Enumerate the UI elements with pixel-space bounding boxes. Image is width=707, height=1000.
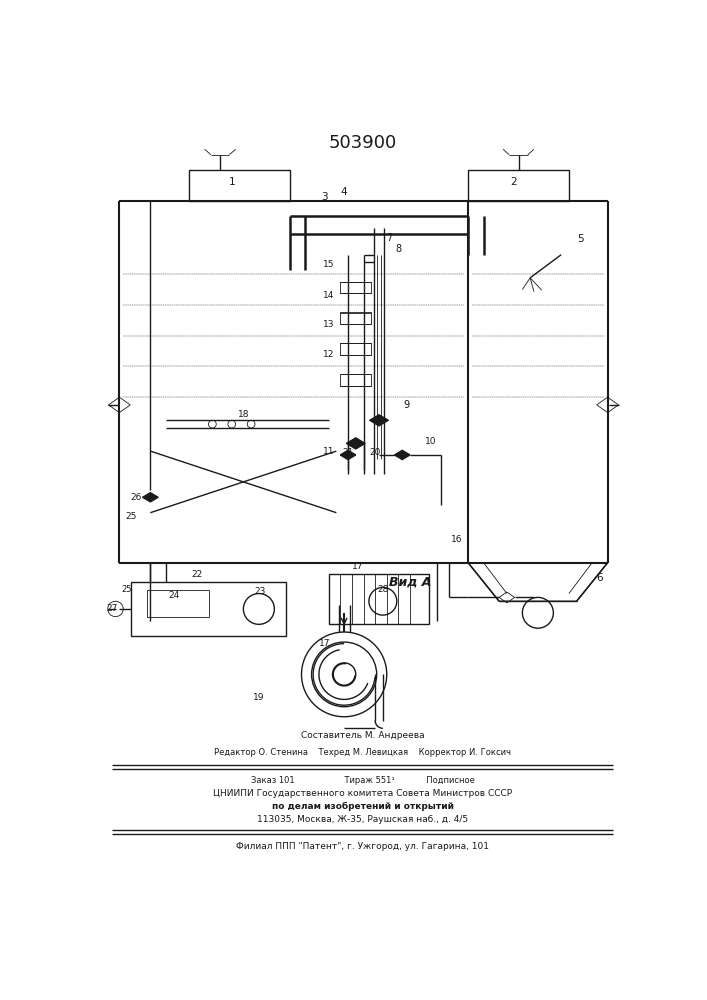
Text: 503900: 503900	[329, 134, 397, 152]
Text: 12: 12	[323, 350, 334, 359]
Polygon shape	[346, 438, 365, 443]
Text: 4: 4	[341, 187, 347, 197]
Text: 15: 15	[323, 260, 334, 269]
Bar	[340, 374, 371, 386]
Text: 20: 20	[370, 448, 381, 457]
Text: 18: 18	[238, 410, 249, 419]
Polygon shape	[395, 455, 410, 460]
Text: 14: 14	[323, 291, 334, 300]
Text: Редактор О. Стенина    Техред М. Левицкая    Корректор И. Гоксич: Редактор О. Стенина Техред М. Левицкая К…	[214, 748, 511, 757]
Polygon shape	[340, 455, 356, 460]
Text: 7: 7	[386, 233, 392, 243]
Text: 16: 16	[451, 535, 462, 544]
Text: Заказ 101                   Тираж 551¹            Подписное: Заказ 101 Тираж 551¹ Подписное	[251, 776, 474, 785]
Text: по делам изобретений и открытий: по делам изобретений и открытий	[271, 802, 454, 811]
Bar	[329, 574, 429, 624]
Text: 24: 24	[168, 591, 180, 600]
Text: 26: 26	[131, 493, 142, 502]
Text: 25: 25	[122, 585, 132, 594]
Text: 6: 6	[597, 573, 603, 583]
Bar	[340, 312, 371, 324]
Text: 5: 5	[577, 234, 584, 244]
Text: 27: 27	[106, 604, 117, 613]
Bar	[131, 582, 286, 636]
Text: 28: 28	[378, 585, 389, 594]
Text: 2: 2	[510, 177, 516, 187]
Text: 17: 17	[319, 639, 330, 648]
Polygon shape	[143, 493, 158, 497]
Text: 8: 8	[395, 244, 402, 254]
Text: 13: 13	[323, 320, 334, 329]
Text: Вид А: Вид А	[389, 576, 431, 588]
Text: Составитель М. Андреева: Составитель М. Андреева	[301, 732, 424, 740]
Text: Филиал ППП "Патент", г. Ужгород, ул. Гагарина, 101: Филиал ППП "Патент", г. Ужгород, ул. Гаг…	[236, 842, 489, 851]
Polygon shape	[143, 497, 158, 502]
Text: 1: 1	[228, 177, 235, 187]
Bar	[340, 282, 371, 293]
Polygon shape	[370, 420, 388, 426]
Polygon shape	[395, 450, 410, 455]
Text: 11: 11	[323, 447, 334, 456]
Polygon shape	[346, 443, 365, 449]
Text: 3: 3	[322, 192, 328, 202]
Bar	[146, 590, 209, 617]
Text: 10: 10	[425, 437, 437, 446]
Bar	[340, 343, 371, 355]
Text: 113035, Москва, Ж-35, Раушская наб., д. 4/5: 113035, Москва, Ж-35, Раушская наб., д. …	[257, 815, 468, 824]
Bar	[189, 170, 290, 201]
Polygon shape	[340, 450, 356, 455]
Text: 19: 19	[253, 693, 264, 702]
Text: 21: 21	[342, 448, 354, 457]
Text: ЦНИИПИ Государственного комитета Совета Министров СССР: ЦНИИПИ Государственного комитета Совета …	[214, 789, 513, 798]
Polygon shape	[370, 415, 388, 420]
Text: 22: 22	[192, 570, 202, 579]
Text: 23: 23	[255, 587, 266, 596]
Text: 25: 25	[125, 512, 136, 521]
Text: 9: 9	[403, 400, 409, 410]
Bar	[468, 170, 569, 201]
Text: 17: 17	[351, 562, 363, 571]
